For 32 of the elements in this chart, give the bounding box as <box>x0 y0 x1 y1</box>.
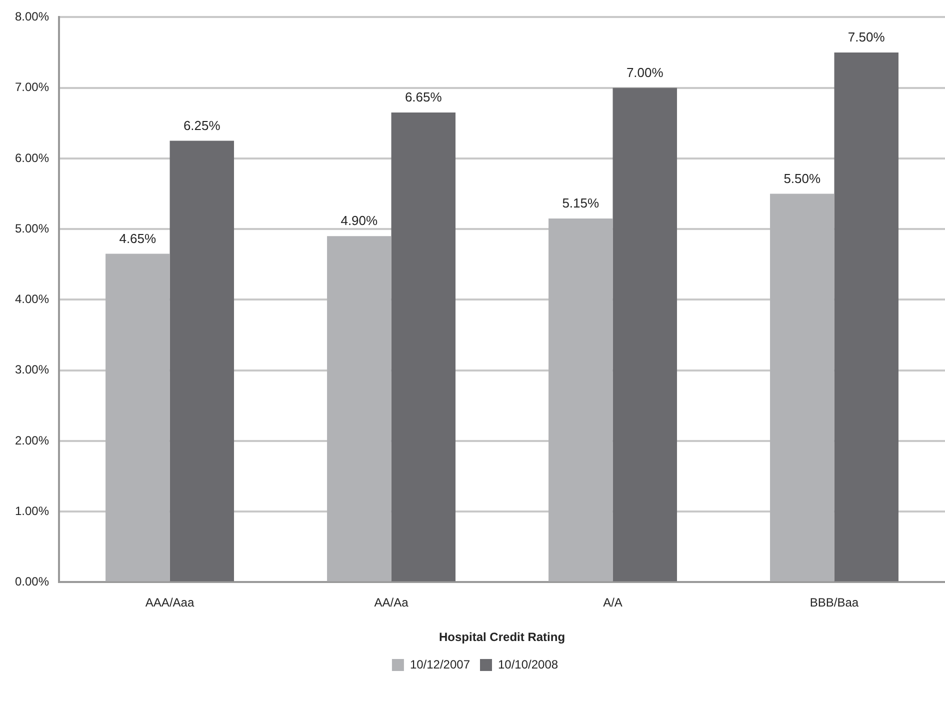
bar <box>391 112 456 582</box>
data-label: 5.50% <box>784 170 821 186</box>
bar <box>327 236 392 582</box>
bar <box>612 88 677 582</box>
y-tick-label: 6.00% <box>14 150 50 165</box>
y-tick-label: 4.00% <box>14 292 50 306</box>
data-label: 4.65% <box>119 230 157 246</box>
bar <box>770 194 834 582</box>
y-tick-label: 2.00% <box>14 433 50 448</box>
bar <box>170 140 234 582</box>
data-label: 5.15% <box>562 196 600 211</box>
data-label: 6.65% <box>404 90 442 105</box>
legend-label: 10/12/2007 <box>410 657 470 672</box>
x-tick-label: A/A <box>603 596 622 610</box>
x-tick-label: AAA/Aaa <box>145 596 194 610</box>
data-label: 7.00% <box>626 64 664 80</box>
data-label: 4.90% <box>340 213 378 228</box>
x-tick-label: BBB/Baa <box>810 596 859 610</box>
x-tick-label: AA/Aa <box>374 596 409 610</box>
legend-label: 10/10/2008 <box>498 657 558 672</box>
data-label: 6.25% <box>183 118 221 133</box>
bar <box>106 254 170 582</box>
y-tick-label: 5.00% <box>14 221 50 236</box>
bar <box>834 52 898 582</box>
y-tick-label: 8.00% <box>14 10 50 24</box>
data-label: 7.50% <box>848 30 886 45</box>
bar <box>548 218 613 582</box>
y-tick-label: 0.00% <box>14 574 50 589</box>
x-axis-title: Hospital Credit Rating <box>439 630 566 644</box>
y-tick-label: 1.00% <box>14 504 50 518</box>
y-tick-label: 3.00% <box>14 362 50 377</box>
y-tick-label: 7.00% <box>14 80 50 94</box>
